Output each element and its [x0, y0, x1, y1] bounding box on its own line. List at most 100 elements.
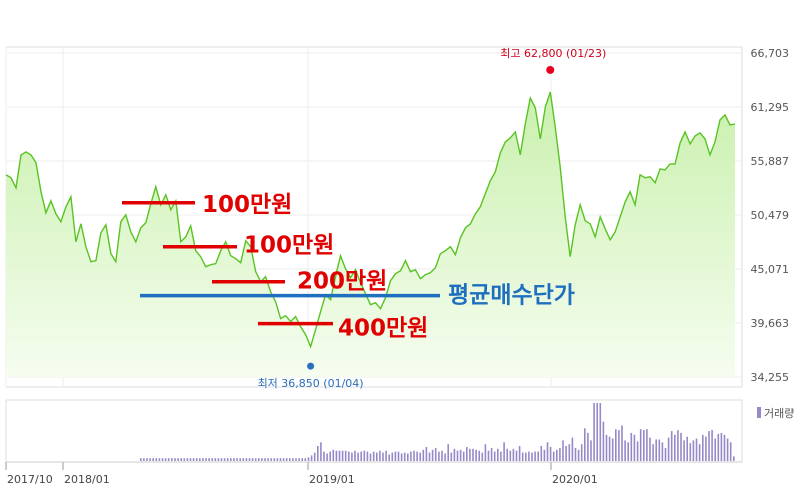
volume-bar — [422, 449, 425, 461]
volume-bar — [590, 440, 592, 461]
volume-bar — [199, 458, 201, 461]
volume-bar — [354, 450, 356, 461]
volume-bar — [292, 458, 294, 461]
x-axis-ticks: 2017/10 2018/01 2019/01 2020/01 — [5, 461, 742, 486]
volume-bar — [512, 448, 515, 461]
volume-bar — [658, 439, 661, 461]
volume-bar — [636, 441, 639, 461]
volume-legend-label: 거래량 — [764, 407, 794, 420]
volume-bar — [624, 440, 626, 461]
volume-bar — [562, 440, 564, 461]
volume-bar — [599, 403, 602, 461]
volume-bar — [503, 442, 505, 461]
volume-bar — [729, 442, 732, 461]
volume-bar — [717, 433, 720, 461]
volume-bar — [413, 450, 415, 461]
volume-bar — [202, 458, 204, 461]
volume-bar — [164, 458, 167, 461]
volume-bar — [652, 444, 654, 461]
volume-bar — [537, 451, 539, 461]
volume-bar — [276, 458, 279, 461]
volume-bar — [611, 438, 614, 461]
volume-bar — [450, 452, 453, 461]
volume-bar — [248, 458, 251, 461]
volume-bar — [484, 444, 487, 461]
volume-bar — [152, 458, 154, 461]
volume-bar — [242, 458, 245, 461]
volume-bar — [149, 458, 151, 461]
volume-bar — [459, 449, 462, 461]
volume-bar — [326, 453, 328, 461]
volume-bar — [301, 458, 303, 461]
volume-bar — [379, 450, 381, 461]
volume-bar — [444, 453, 446, 461]
volume-bar — [733, 456, 735, 461]
volume-bar — [351, 452, 353, 461]
volume-bar — [434, 447, 437, 461]
volume-bar — [602, 421, 605, 461]
volume-bar — [195, 458, 198, 461]
volume-bar — [270, 458, 272, 461]
volume-bar — [534, 451, 536, 461]
volume-bar — [233, 458, 235, 461]
volume-bar — [478, 450, 480, 461]
x-tick-label: 2017/10 — [7, 473, 53, 486]
volume-bar — [317, 446, 319, 461]
volume-bar — [515, 450, 518, 461]
volume-bar — [438, 451, 440, 461]
volume-bar — [695, 438, 698, 461]
volume-bar — [226, 458, 229, 461]
volume-bar — [289, 458, 291, 461]
volume-bar — [723, 434, 726, 461]
volume-bar — [177, 458, 179, 461]
volume-bar — [584, 428, 586, 461]
volume-bar — [621, 425, 623, 461]
volume-bar — [211, 458, 213, 461]
volume-bar — [313, 452, 316, 461]
volume-bar — [680, 432, 682, 461]
volume-bar — [661, 442, 664, 461]
volume-bar — [372, 451, 375, 461]
volume-bar — [630, 432, 633, 461]
price-axis-ticks: 66,703 61,295 55,887 50,479 45,071 39,663 34,2… — [751, 47, 790, 384]
volume-bar — [320, 442, 322, 461]
volume-bar — [388, 454, 390, 461]
volume-bar — [304, 458, 307, 461]
volume-bar — [335, 450, 338, 461]
volume-bar — [192, 458, 195, 461]
average-buy-price-label: 평균매수단가 — [448, 283, 575, 309]
volume-bar — [369, 453, 372, 461]
volume-bar — [348, 451, 350, 461]
volume-bar — [633, 434, 636, 461]
volume-bar — [264, 458, 266, 461]
volume-bar — [615, 429, 617, 461]
volume-bar — [382, 452, 384, 461]
volume-bar — [608, 436, 611, 461]
volume-bar — [692, 440, 695, 461]
volume-bar — [497, 448, 499, 461]
volume-bar — [385, 450, 387, 461]
volume-bar — [174, 458, 176, 461]
volume-bar — [329, 451, 331, 461]
x-tick-label: 2018/01 — [64, 473, 110, 486]
volume-bar — [251, 458, 254, 461]
volume-bar — [559, 447, 561, 461]
volume-bar — [236, 458, 238, 461]
price-area — [6, 92, 735, 377]
volume-bar — [267, 458, 269, 461]
volume-bar — [593, 403, 595, 461]
volume-bar — [655, 439, 657, 461]
volume-bar — [407, 453, 409, 461]
volume-bar — [285, 458, 288, 461]
volume-bar — [366, 451, 369, 461]
volume-bar — [447, 444, 449, 461]
volume-bar — [416, 451, 418, 461]
low-marker — [307, 362, 315, 370]
price-tick-label: 45,071 — [751, 263, 790, 276]
volume-bar — [254, 458, 257, 461]
volume-bar — [726, 438, 729, 461]
volume-bar — [344, 450, 347, 461]
volume-bar — [469, 448, 471, 461]
volume-bar — [279, 458, 282, 461]
low-annotation: 최저 36,850 (01/04) — [258, 377, 364, 390]
